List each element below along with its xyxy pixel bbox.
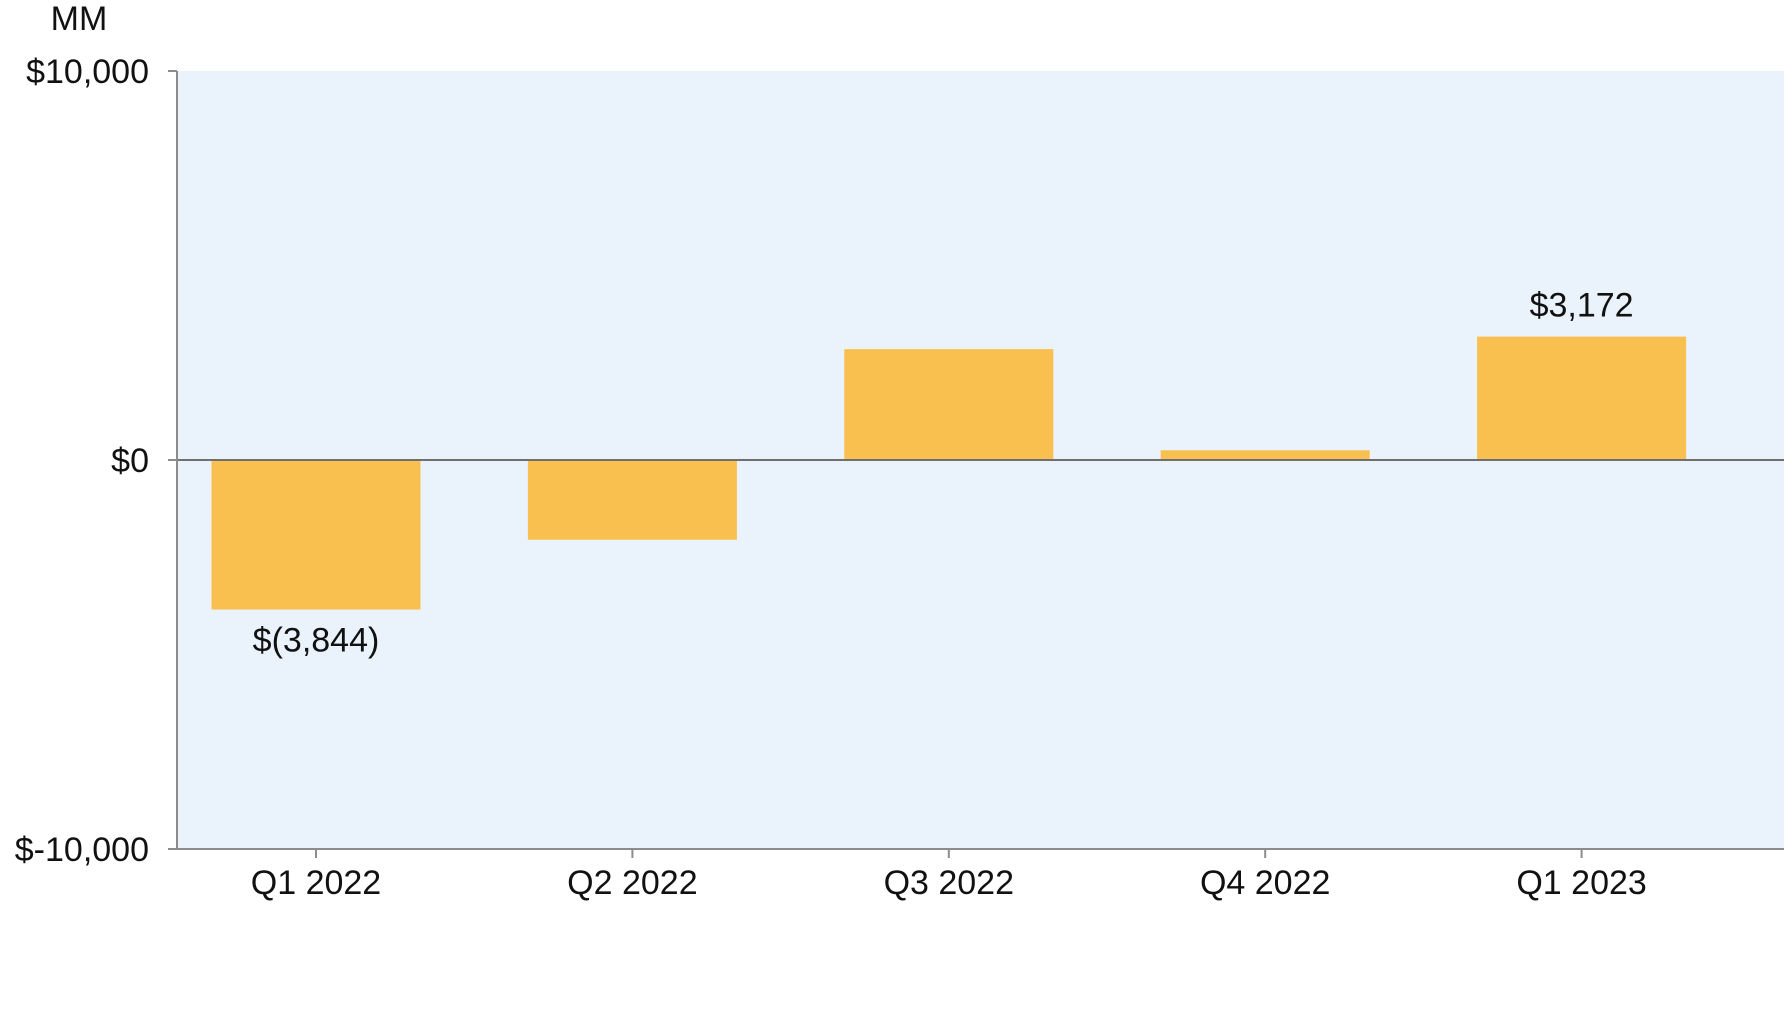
bar-q3-2022	[844, 349, 1054, 460]
x-tick-label: Q4 2022	[1200, 864, 1330, 902]
bar-q1-2023	[1477, 336, 1687, 460]
y-axis-ticks: $-10,000 $0 $10,000	[15, 53, 177, 869]
bar-q4-2022	[1160, 450, 1370, 460]
bars	[211, 336, 1687, 610]
bar-q1-2022	[211, 460, 421, 610]
data-label: $3,172	[1530, 287, 1634, 325]
x-axis-ticks: Q1 2022 Q2 2022 Q3 2022 Q4 2022 Q1 2023	[251, 849, 1647, 902]
x-tick-label: Q1 2022	[251, 864, 381, 902]
data-labels: $(3,844) $3,172	[253, 287, 1634, 660]
bar-q2-2022	[527, 460, 737, 540]
x-tick-label: Q2 2022	[567, 864, 697, 902]
y-tick-label: $10,000	[26, 53, 149, 91]
y-tick-label: $-10,000	[15, 831, 149, 869]
y-axis-unit-label: MM	[51, 0, 108, 38]
y-tick-label: $0	[111, 442, 149, 480]
data-label: $(3,844)	[253, 622, 380, 660]
x-tick-label: Q1 2023	[1516, 864, 1646, 902]
x-tick-label: Q3 2022	[884, 864, 1014, 902]
